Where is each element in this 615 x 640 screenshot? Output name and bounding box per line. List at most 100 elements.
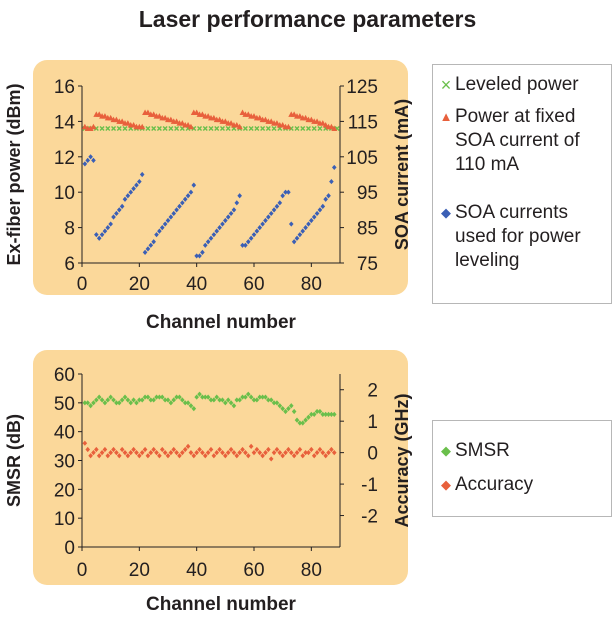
- chart2-series1-point: [96, 394, 102, 400]
- chart1-series1-point: [162, 125, 168, 131]
- chart1-series2-point: [239, 109, 246, 116]
- chart1-series2-point: [216, 116, 223, 123]
- chart1-series3-point: [134, 182, 139, 188]
- chart1-series3-point: [171, 210, 177, 217]
- chart2-series2-point: [268, 456, 274, 462]
- chart1-series3-point: [291, 239, 297, 245]
- chart1-series2-point: [233, 121, 240, 128]
- chart1-series1-point: [300, 125, 306, 131]
- chart1-series3-point: [162, 221, 168, 227]
- chart2-series2-point: [128, 450, 134, 456]
- chart1-series2-point: [113, 116, 120, 123]
- chart1-series3-point: [294, 235, 300, 241]
- chart2-right-tick-label: -1: [361, 475, 378, 496]
- chart2-series2-point: [274, 446, 280, 453]
- chart2-x-tick-label: 40: [186, 560, 207, 581]
- chart2-series1-point: [180, 397, 185, 403]
- figure-title: Laser performance parameters: [138, 6, 477, 32]
- chart1-series1-point: [99, 125, 105, 131]
- chart2-series1-point: [114, 400, 119, 406]
- chart2-series1-point: [288, 403, 294, 409]
- chart1-series3-point: [303, 225, 308, 231]
- chart2-series1-point: [311, 411, 317, 417]
- chart2-right-tick-label: 1: [367, 412, 378, 433]
- chart1-right-tick-label: 95: [357, 183, 378, 204]
- chart1-y-left-label: Ex-fiber power (dBm): [4, 83, 24, 265]
- chart2-series1-point: [99, 397, 105, 403]
- chart1-series3-point: [137, 178, 142, 185]
- chart2-series1-point: [174, 394, 179, 400]
- chart2-series2-point: [323, 453, 328, 459]
- chart2-series1-point: [283, 408, 288, 415]
- chart1-series3-point: [142, 249, 148, 255]
- chart1-series3-point: [131, 186, 136, 192]
- chart1-series3-point: [245, 239, 251, 245]
- chart1-series1-point: [265, 125, 271, 131]
- chart2-series2-point: [188, 450, 194, 456]
- chart1-series1-point: [156, 125, 162, 131]
- x-marker-icon: ×: [440, 75, 452, 95]
- chart2-left-tick-label: 20: [54, 480, 75, 501]
- chart1-series3-point: [214, 228, 220, 234]
- chart2-series1-point: [182, 400, 188, 406]
- chart1-series3-point: [125, 193, 131, 199]
- chart1-right-tick-label: 105: [346, 148, 378, 169]
- chart2-series2-point: [111, 446, 116, 453]
- chart1-series3-point: [237, 193, 242, 199]
- chart2-series1-point: [228, 400, 234, 406]
- chart1-series2-point: [328, 123, 335, 130]
- chart2-series2-point: [200, 450, 205, 456]
- chart2-series2-point: [108, 450, 113, 456]
- chart1-series2-point: [222, 118, 229, 124]
- chart1-series3-point: [274, 203, 280, 209]
- chart1-series3-point: [205, 239, 211, 245]
- chart2-series1-point: [142, 394, 148, 400]
- chart1-series2-point: [193, 109, 200, 116]
- chart2-series2-point: [245, 453, 251, 459]
- chart1-series2-point: [236, 123, 243, 130]
- chart2-series2-point: [174, 450, 179, 456]
- chart2-series1-point: [91, 400, 96, 406]
- chart2-series2-point: [260, 453, 265, 459]
- chart1-series2-point: [130, 121, 137, 128]
- chart1-series3-point: [266, 214, 271, 220]
- chart2-series1-point: [157, 394, 162, 400]
- chart1-series2-point: [144, 109, 151, 116]
- chart1-series3-point: [331, 164, 337, 171]
- chart1-series1-point: [116, 125, 122, 131]
- chart2-series2-point: [266, 446, 271, 453]
- chart2-series1-point: [145, 394, 151, 400]
- chart1-series1-point: [214, 125, 220, 131]
- chart1-series1-point: [305, 125, 311, 131]
- chart2-series2-point: [142, 446, 148, 453]
- chart2-series2-point: [208, 446, 214, 453]
- chart1-series3-point: [231, 207, 237, 213]
- chart2-series1-point: [317, 408, 323, 415]
- chart2-series1-point: [205, 394, 211, 400]
- chart2-left-tick-label: 40: [54, 423, 75, 444]
- chart2-series2-point: [288, 450, 294, 456]
- chart2-series1-point: [137, 397, 142, 403]
- chart2-series2-point: [85, 446, 91, 453]
- chart1-x-tick-label: 60: [243, 274, 264, 295]
- chart2-series2-point: [137, 453, 142, 459]
- chart1-series2-point: [319, 120, 326, 126]
- chart2-series2-point: [231, 450, 237, 456]
- chart2-series2-point: [94, 446, 99, 453]
- chart2-series1-point: [231, 403, 237, 409]
- chart1-series3-point: [317, 207, 323, 213]
- chart1-series3-point: [326, 193, 331, 199]
- chart1-series3-point: [208, 235, 214, 241]
- chart2-series1-point: [177, 394, 182, 400]
- chart1-series3-point: [88, 154, 93, 160]
- chart1-series1-point: [168, 125, 174, 131]
- chart1-left-tick-label: 6: [64, 254, 75, 275]
- chart2-series1-point: [125, 397, 131, 403]
- chart2-series1-point: [234, 397, 240, 403]
- chart1-series2-point: [322, 121, 329, 128]
- chart1-series3-point: [159, 225, 165, 231]
- chart1-series3-point: [174, 207, 179, 213]
- chart2-series1-point: [251, 397, 257, 403]
- chart2-series2-point: [191, 453, 197, 459]
- chart1-series3-point: [154, 232, 159, 238]
